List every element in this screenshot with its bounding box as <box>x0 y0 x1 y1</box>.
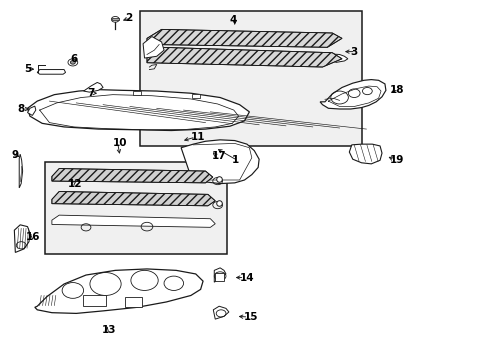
Polygon shape <box>52 168 212 183</box>
Polygon shape <box>19 154 22 188</box>
Polygon shape <box>27 90 249 131</box>
Polygon shape <box>35 269 203 314</box>
Circle shape <box>70 60 75 64</box>
Text: 14: 14 <box>239 273 254 283</box>
Bar <box>44 162 227 253</box>
Text: 6: 6 <box>70 54 77 64</box>
Polygon shape <box>320 80 385 109</box>
Polygon shape <box>52 192 215 206</box>
Polygon shape <box>83 82 103 92</box>
Text: 3: 3 <box>350 46 357 57</box>
Text: 8: 8 <box>18 104 25 114</box>
Text: 15: 15 <box>243 312 258 322</box>
Bar <box>140 12 361 146</box>
Text: 18: 18 <box>389 85 404 95</box>
Polygon shape <box>147 30 341 47</box>
Polygon shape <box>214 268 225 282</box>
Text: 2: 2 <box>125 13 132 23</box>
Polygon shape <box>213 306 228 319</box>
Bar <box>191 94 199 98</box>
Text: 1: 1 <box>232 155 239 165</box>
Text: 7: 7 <box>87 88 95 98</box>
Polygon shape <box>14 225 30 252</box>
Polygon shape <box>147 47 341 67</box>
Polygon shape <box>181 140 259 184</box>
Polygon shape <box>143 37 163 58</box>
Polygon shape <box>37 69 65 74</box>
Text: 10: 10 <box>113 139 127 148</box>
Polygon shape <box>27 106 36 116</box>
Text: 13: 13 <box>102 325 116 335</box>
Text: 12: 12 <box>68 179 82 189</box>
Text: 9: 9 <box>11 150 19 160</box>
Polygon shape <box>321 54 347 62</box>
Text: 16: 16 <box>26 232 41 242</box>
Bar <box>82 295 106 306</box>
Polygon shape <box>52 215 215 227</box>
Bar <box>125 297 142 307</box>
Polygon shape <box>112 18 119 20</box>
Polygon shape <box>348 144 381 164</box>
Text: 17: 17 <box>211 150 225 161</box>
Text: 11: 11 <box>190 132 205 142</box>
Bar <box>133 91 141 95</box>
Text: 5: 5 <box>24 64 31 74</box>
Text: 19: 19 <box>389 155 404 165</box>
Bar <box>215 273 224 281</box>
Text: 4: 4 <box>229 15 237 26</box>
